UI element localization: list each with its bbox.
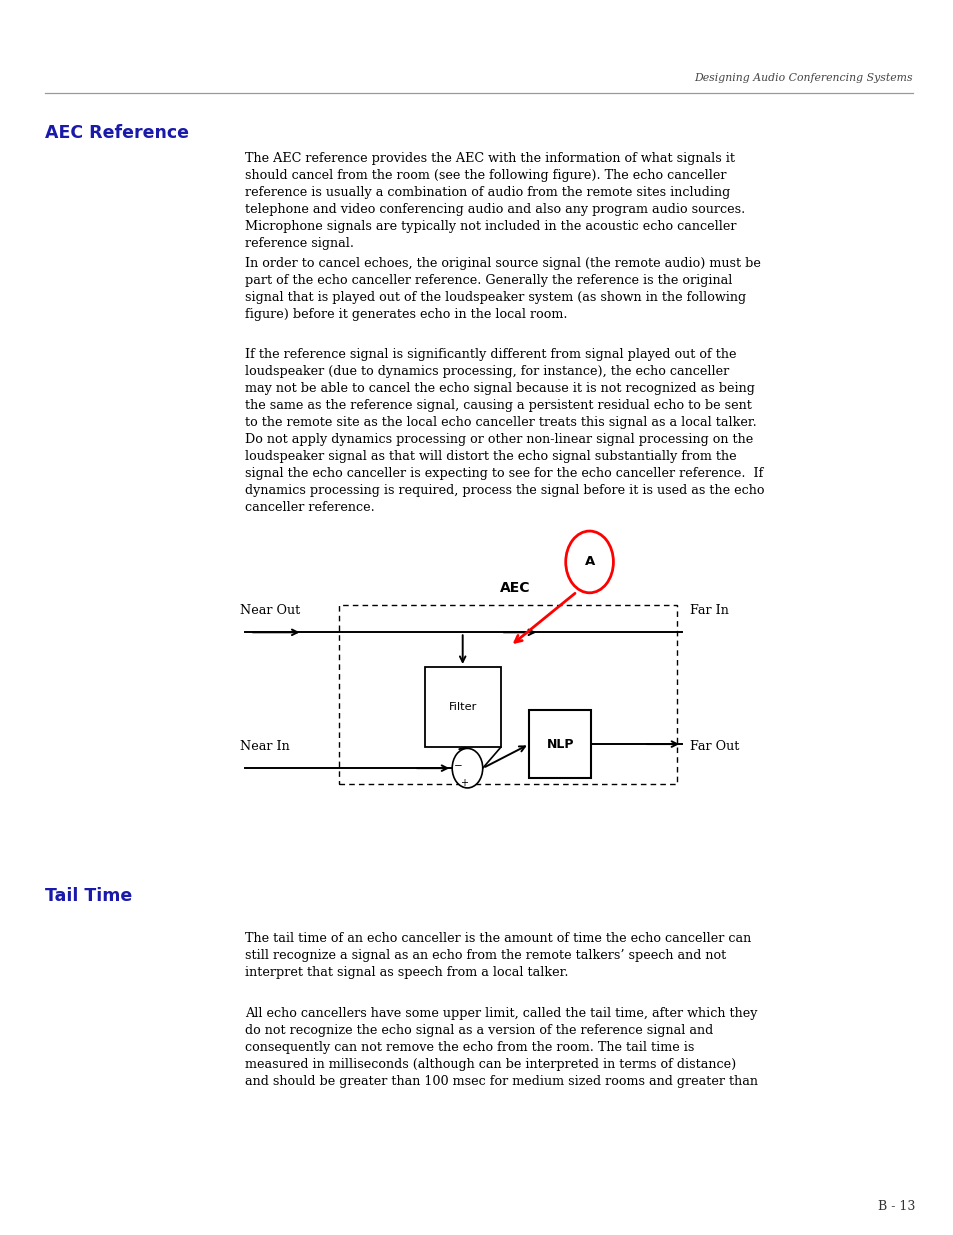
Text: +: + [460,778,468,788]
Text: All echo cancellers have some upper limit, called the tail time, after which the: All echo cancellers have some upper limi… [245,1007,758,1088]
Text: AEC: AEC [499,582,530,595]
Text: −: − [454,761,462,771]
Text: The tail time of an echo canceller is the amount of time the echo canceller can
: The tail time of an echo canceller is th… [245,932,751,979]
Text: A: A [584,556,594,568]
Text: Tail Time: Tail Time [45,887,132,905]
Bar [338,605,677,784]
Circle shape [452,748,482,788]
Text: Near Out: Near Out [240,604,300,618]
Text: Near In: Near In [240,740,290,753]
Bar [529,710,591,778]
Text: AEC Reference: AEC Reference [45,124,189,142]
Text: Designing Audio Conferencing Systems: Designing Audio Conferencing Systems [694,73,912,84]
Text: If the reference signal is significantly different from signal played out of the: If the reference signal is significantly… [245,348,764,514]
Text: NLP: NLP [546,737,574,751]
Text: Filter: Filter [448,701,476,713]
Circle shape [565,531,613,593]
Text: Far In: Far In [689,604,728,618]
Bar [424,667,500,747]
Text: B - 13: B - 13 [878,1199,915,1213]
Text: Far Out: Far Out [689,740,739,753]
Text: The AEC reference provides the AEC with the information of what signals it
shoul: The AEC reference provides the AEC with … [245,152,744,249]
Text: In order to cancel echoes, the original source signal (the remote audio) must be: In order to cancel echoes, the original … [245,257,760,321]
